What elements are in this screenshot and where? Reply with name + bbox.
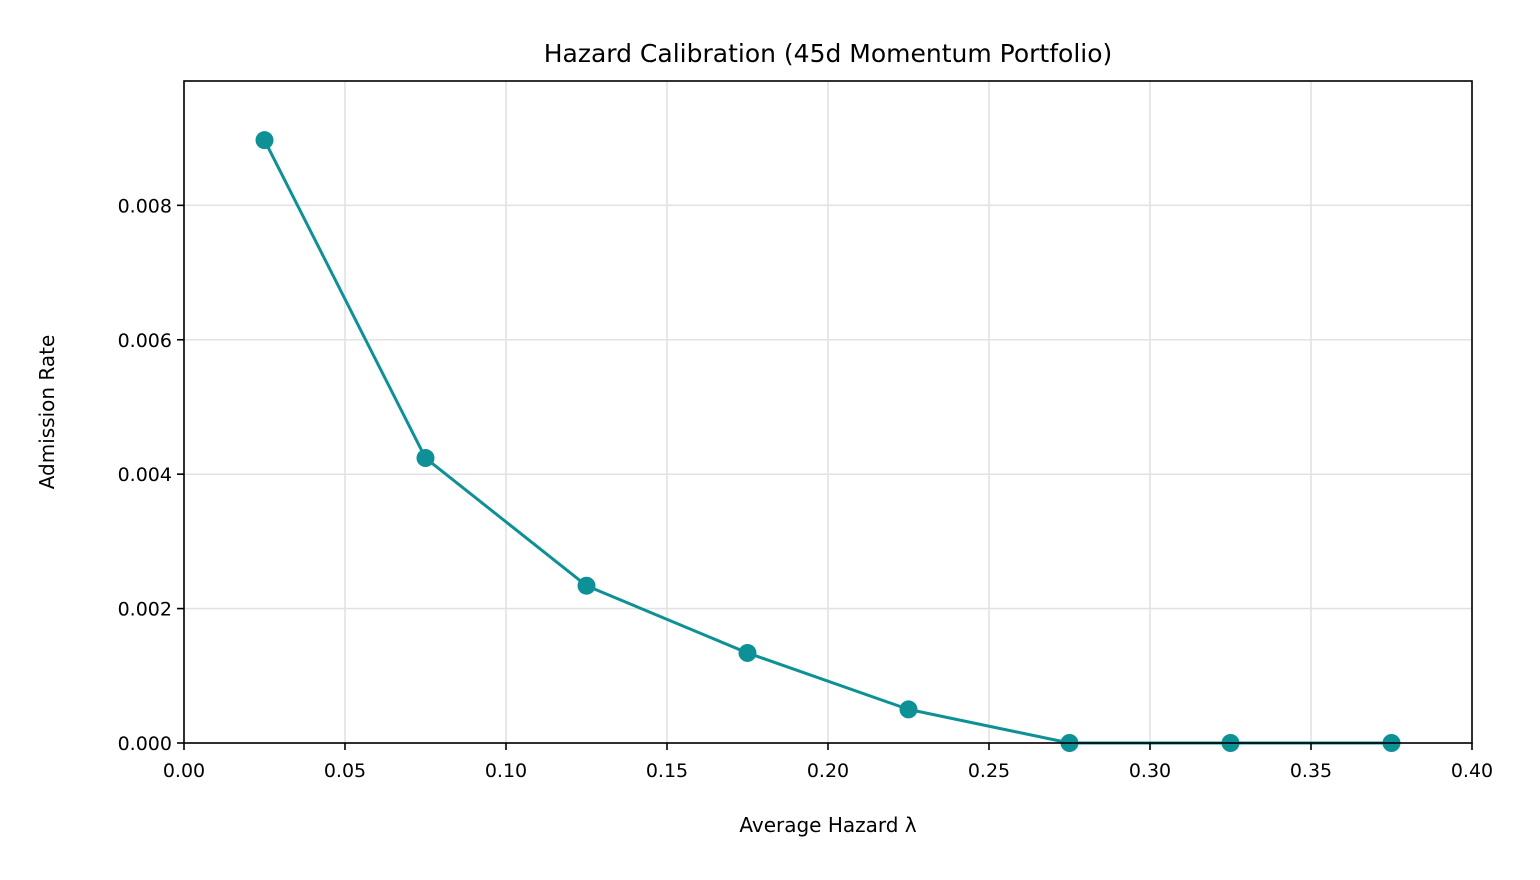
y-tick-label: 0.004 bbox=[118, 464, 172, 486]
x-tick-label: 0.35 bbox=[1290, 760, 1332, 782]
x-tick-label: 0.00 bbox=[163, 760, 205, 782]
x-tick-label: 0.10 bbox=[485, 760, 527, 782]
data-point bbox=[577, 576, 596, 595]
y-tick-label: 0.000 bbox=[118, 733, 172, 755]
y-tick-label: 0.002 bbox=[118, 599, 172, 621]
data-point bbox=[738, 643, 757, 662]
data-point bbox=[255, 131, 274, 150]
y-axis-label: Admission Rate bbox=[35, 335, 59, 490]
y-axis: 0.000 0.002 0.004 0.006 0.008 bbox=[118, 195, 184, 755]
data-point bbox=[899, 700, 918, 719]
y-tick-label: 0.006 bbox=[118, 330, 172, 352]
x-tick-label: 0.25 bbox=[968, 760, 1010, 782]
x-tick-label: 0.20 bbox=[807, 760, 849, 782]
x-tick-label: 0.15 bbox=[646, 760, 688, 782]
x-axis: 0.00 0.05 0.10 0.15 0.20 0.25 0.30 0.35 0.40 bbox=[163, 743, 1493, 782]
x-tick-label: 0.05 bbox=[324, 760, 366, 782]
x-tick-label: 0.30 bbox=[1129, 760, 1171, 782]
data-point bbox=[416, 449, 435, 468]
chart-title: Hazard Calibration (45d Momentum Portfol… bbox=[544, 39, 1113, 68]
y-tick-label: 0.008 bbox=[118, 195, 172, 217]
x-tick-label: 0.40 bbox=[1451, 760, 1493, 782]
x-axis-label: Average Hazard λ bbox=[739, 813, 916, 837]
